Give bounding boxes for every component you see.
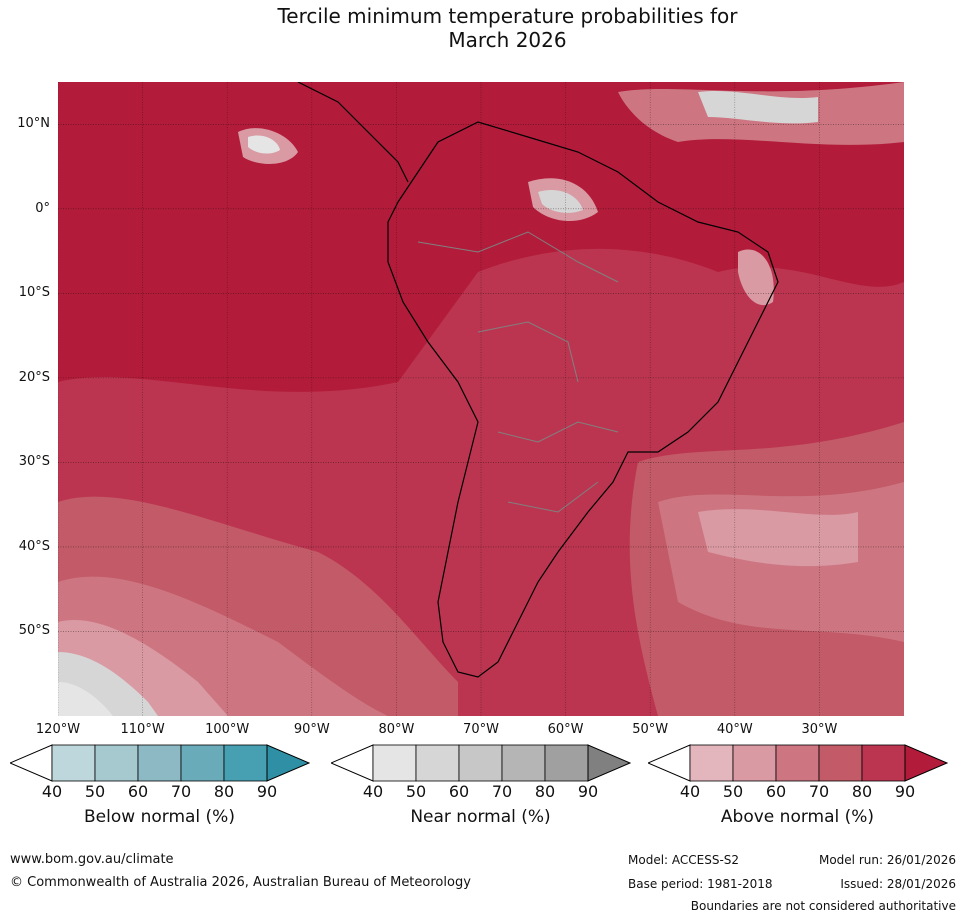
country-borders [417,231,619,513]
latitude-label: 0° [35,200,50,216]
colorbar-tick-label: 70 [491,782,513,801]
colorbar-segment [137,744,182,782]
colorbar-segment [544,744,589,782]
graticule [58,82,904,716]
boundaries-disclaimer: Boundaries are not considered authoritat… [690,899,956,913]
longitude-label: 120°W [35,722,81,737]
colorbar-tick-label: 80 [534,782,556,801]
colorbar-tick-label: 60 [127,782,149,801]
map-title-line2: March 2026 [448,28,567,52]
latitude-label: 30°S [18,454,50,470]
colorbar-tick-label: 90 [894,782,916,801]
latitude-label: 20°S [18,369,50,385]
model-name: Model: ACCESS-S2 [628,853,740,867]
colorbar-segment [458,744,503,782]
colorbar-segment [372,744,417,782]
region-near-north [698,90,818,124]
colorbar-1 [331,744,631,782]
region-near-pacific-north [248,135,280,154]
colorbar-tick-label: 80 [213,782,235,801]
longitude-label: 50°W [632,722,669,737]
latitude-label: 10°S [18,285,50,301]
colorbar-segment [51,744,96,782]
colorbar-extend-low [331,744,374,782]
colorbar-tick-label: 40 [679,782,701,801]
longitude-label: 40°W [716,722,753,737]
colorbar-segment [818,744,863,782]
colorbar-tick-label: 40 [362,782,384,801]
colorbar-extend-high [266,744,310,782]
colorbar-tick-label: 70 [170,782,192,801]
latitude-label: 50°S [18,623,50,639]
longitude-label: 70°W [463,722,499,737]
model-run-date: Model run: 26/01/2026 [818,853,956,867]
colorbar-tick-label: 60 [765,782,787,801]
latitude-label: 40°S [18,538,50,554]
region-near-sw-light [58,682,113,716]
colorbar-tick-label: 80 [851,782,873,801]
longitude-label: 60°W [547,722,584,737]
latitude-label: 10°N [17,116,50,132]
colorbar-extend-low [648,744,691,782]
map-canvas[interactable] [58,82,904,716]
region-near-amazon [538,190,583,213]
colorbar-extend-high [904,744,948,782]
colorbar-tick-label: 60 [448,782,470,801]
colorbar-segment [775,744,820,782]
colorbar-segment [689,744,734,782]
south-america-coastline [387,121,779,678]
issued-date: Issued: 28/01/2026 [840,877,956,891]
colorbar-tick-label: 50 [722,782,744,801]
colorbar-extend-high [587,744,631,782]
copyright-text: © Commonwealth of Australia 2026, Austra… [10,875,471,890]
colorbar-segment [180,744,225,782]
colorbar-tick-label: 50 [405,782,427,801]
colorbar-segment [223,744,268,782]
website-link[interactable]: www.bom.gov.au/climate [10,852,174,867]
colorbar-title: Near normal (%) [410,807,551,827]
region-above-50-brazil-east [738,249,774,306]
map-title: Tercile minimum temperature probabilitie… [0,4,965,52]
region-above-50-atlantic [698,509,858,567]
longitude-label: 80°W [378,722,415,737]
colorbar-segment [94,744,139,782]
colorbar-tick-label: 50 [84,782,106,801]
colorbar-segment [501,744,546,782]
colorbar-2 [648,744,948,782]
colorbar-0 [10,744,310,782]
colorbar-segment [861,744,906,782]
central-america-coastline [297,82,409,183]
colorbar-segment [732,744,777,782]
base-period: Base period: 1981-2018 [628,877,773,891]
longitude-label: 100°W [205,722,250,737]
colorbar-segment [415,744,460,782]
probability-map [58,82,904,716]
longitude-label: 110°W [120,722,165,737]
colorbar-tick-label: 90 [256,782,278,801]
colorbar-tick-label: 90 [577,782,599,801]
map-title-line1: Tercile minimum temperature probabilitie… [277,4,738,28]
colorbar-title: Below normal (%) [84,807,235,827]
longitude-label: 30°W [801,722,838,737]
colorbar-extend-low [10,744,53,782]
colorbar-tick-label: 70 [808,782,830,801]
longitude-label: 90°W [293,722,330,737]
colorbar-tick-label: 40 [41,782,63,801]
colorbar-title: Above normal (%) [720,807,875,827]
